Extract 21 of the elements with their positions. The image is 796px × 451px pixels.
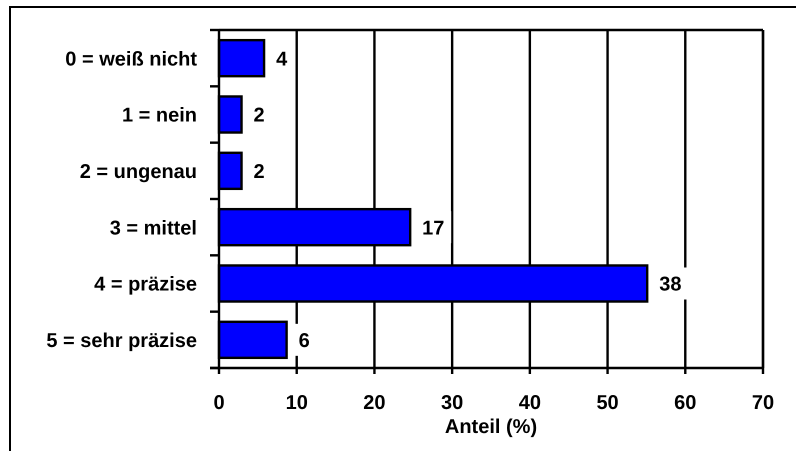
- x-axis-title: Anteil (%): [444, 416, 538, 438]
- y-tick-label: 5 = sehr präzise: [46, 330, 197, 352]
- annotation: 2: [254, 161, 265, 184]
- y-tick-label: 4 = präzise: [94, 274, 197, 296]
- y-tick-label: 0 = weiß nicht: [65, 48, 198, 70]
- x-tick-label: 70: [752, 392, 774, 414]
- y-tick-label: 3 = mittel: [110, 217, 197, 240]
- x-tick-label: 10: [286, 392, 308, 414]
- y-tick-label: 2 = ungenau: [80, 161, 197, 184]
- x-tick-label: 20: [363, 392, 386, 414]
- x-tick-label: 50: [596, 392, 619, 414]
- annotation: 2: [254, 104, 265, 127]
- annotation: 38: [659, 274, 682, 296]
- x-tick-label: 60: [674, 392, 696, 414]
- annotation: 17: [422, 217, 444, 240]
- y-tick-label: 1 = nein: [122, 104, 197, 127]
- annotation: 4: [276, 48, 288, 70]
- annotation: 6: [298, 330, 310, 352]
- x-tick-label: 30: [441, 392, 464, 414]
- x-tick-label: 40: [518, 392, 541, 414]
- x-tick-label: 0: [213, 392, 225, 414]
